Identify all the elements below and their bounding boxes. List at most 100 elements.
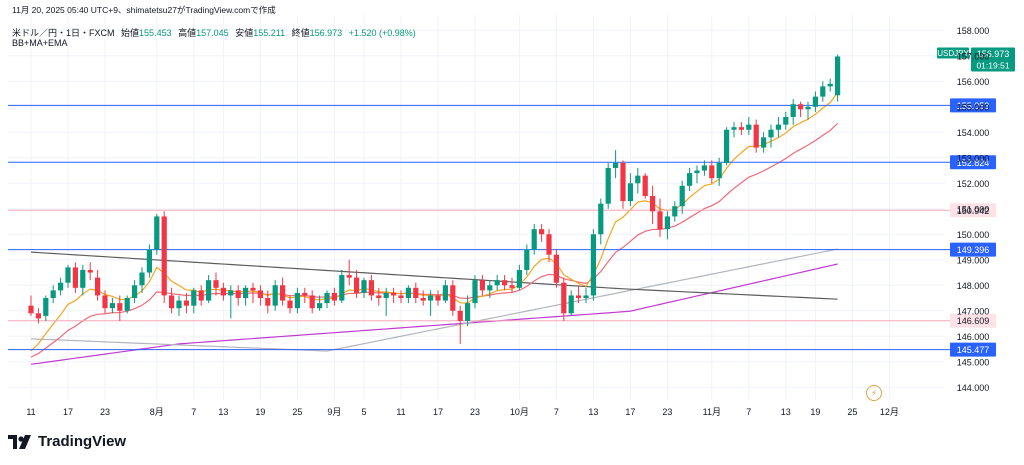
y-tick-label: 156.000	[957, 77, 990, 87]
x-tick-label: 17	[433, 407, 443, 417]
candle-down	[376, 295, 382, 299]
price-line-label: 150.942	[957, 206, 990, 216]
y-tick-label: 147.000	[957, 306, 990, 316]
candle-up	[80, 269, 86, 288]
candle-down	[738, 127, 744, 130]
y-tick-label: 154.000	[957, 128, 990, 138]
x-tick-label: 19	[810, 407, 820, 417]
candle-up	[317, 303, 323, 309]
candle-up	[294, 292, 300, 309]
candle-up	[405, 287, 411, 299]
candle-up	[768, 129, 774, 138]
candle-down	[450, 285, 456, 311]
candle-up	[568, 295, 574, 314]
candle-up	[324, 292, 330, 304]
y-tick-label: 153.000	[957, 153, 990, 163]
ema-fast-line	[30, 92, 839, 352]
candle-up	[701, 165, 707, 171]
y-tick-label: 146.000	[957, 332, 990, 342]
candle-up	[687, 173, 693, 186]
candle-down	[309, 295, 315, 309]
candle-down	[280, 285, 286, 301]
price-axis[interactable]: 144.000 145.000 146.000 147.000 148.000 149.0…	[957, 26, 990, 393]
candle-down	[169, 295, 175, 309]
time-axis[interactable]: 11 17 23 8月 7 13 19 25 9月 5 11 17 23 10月 7 13 17 23 11月 7 13…	[26, 407, 899, 417]
candle-up	[383, 292, 389, 299]
y-tick-label: 155.000	[957, 102, 990, 112]
high-label: 高値	[178, 28, 197, 38]
tradingview-logo[interactable]: TradingView	[8, 433, 126, 450]
last-price-value: 156.973	[977, 49, 1010, 59]
brand-name: TradingView	[38, 433, 127, 450]
candle-down	[287, 300, 293, 309]
candle-up	[775, 124, 781, 130]
price-lines: 155.053 152.824 150.942 149.396 146.609 145.4…	[8, 47, 1015, 357]
x-tick-label: 10月	[510, 407, 529, 417]
candle-up	[50, 290, 56, 299]
candle-down	[346, 275, 352, 278]
candle-up	[812, 96, 818, 107]
candle-down	[250, 287, 256, 291]
candle-up	[58, 282, 64, 291]
candle-up	[790, 104, 796, 117]
candles	[28, 54, 841, 344]
price-line-tag	[950, 155, 996, 170]
candle-up	[835, 56, 841, 96]
candle-down	[509, 285, 515, 288]
candle-down	[161, 216, 167, 296]
price-line-tag	[950, 203, 996, 218]
candle-up	[827, 83, 833, 87]
x-tick-label: 11	[26, 407, 35, 417]
x-tick-label: 11月	[703, 407, 721, 417]
candle-up	[43, 298, 49, 316]
x-tick-label: 13	[781, 407, 791, 417]
candle-up	[598, 203, 604, 235]
candle-up	[746, 124, 752, 130]
ma-purple-line	[30, 263, 838, 365]
indicator-lines	[30, 92, 839, 365]
candle-down	[102, 295, 108, 309]
candle-down	[35, 313, 41, 319]
candle-up	[487, 285, 493, 291]
x-tick-label: 8月	[150, 407, 164, 417]
candle-down	[413, 287, 419, 299]
lightning-icon[interactable]: ⚡	[866, 385, 882, 401]
candle-down	[576, 295, 582, 299]
candle-up	[243, 287, 249, 299]
candle-up	[664, 216, 670, 230]
open-value: 155.453	[139, 28, 172, 38]
indicator-legend[interactable]: BB+MA+EMA	[12, 38, 68, 48]
candle-down	[650, 196, 656, 212]
candle-up	[583, 295, 589, 299]
candle-up	[472, 280, 478, 304]
candle-down	[502, 280, 508, 286]
candle-down	[709, 165, 715, 179]
candle-down	[546, 234, 552, 255]
symbol-tag-label: USDJPY	[937, 49, 969, 58]
grid	[8, 15, 945, 400]
candle-up	[820, 86, 826, 97]
candle-up	[139, 272, 145, 286]
candle-down	[87, 269, 93, 273]
candle-up	[524, 249, 530, 270]
candle-down	[72, 267, 78, 288]
candle-down	[479, 280, 485, 291]
candle-down	[213, 280, 219, 288]
x-tick-label: 5	[361, 407, 366, 417]
x-tick-label: 7	[746, 407, 751, 417]
x-tick-label: 25	[847, 407, 857, 417]
candle-down	[553, 254, 559, 283]
candle-up	[339, 275, 345, 301]
candle-up	[146, 249, 152, 273]
candle-down	[391, 292, 397, 296]
symbol-label[interactable]: 米ドル／円・1日・FXCM	[12, 28, 115, 38]
x-tick-label: 7	[191, 407, 196, 417]
candle-up	[65, 267, 71, 283]
candle-down	[331, 292, 337, 301]
candle-up	[531, 229, 537, 250]
price-line-label: 145.477	[957, 345, 990, 355]
candle-up	[731, 127, 737, 130]
x-tick-label: 23	[662, 407, 672, 417]
candle-up	[494, 280, 500, 286]
